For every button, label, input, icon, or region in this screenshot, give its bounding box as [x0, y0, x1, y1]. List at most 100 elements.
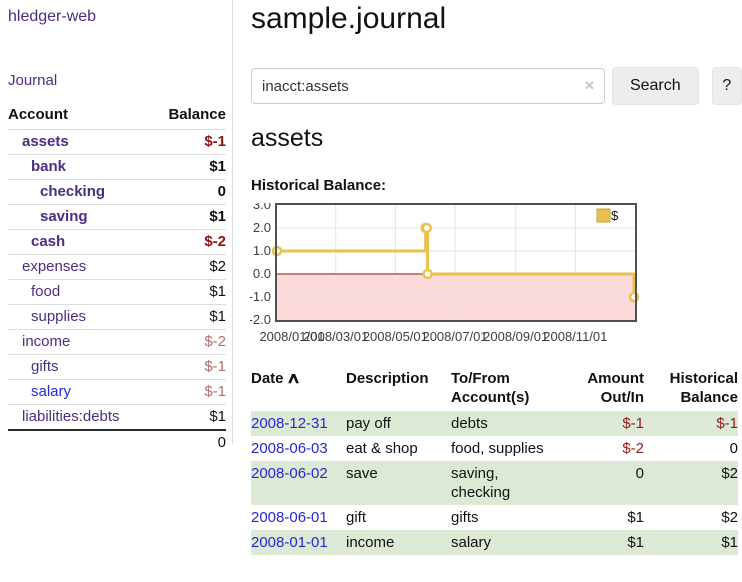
transaction-accounts: food, supplies	[451, 440, 544, 457]
account-row-expenses: expenses $2	[8, 254, 226, 280]
transaction-accounts: salary	[451, 534, 492, 551]
search-input-wrap: ✕	[251, 68, 605, 104]
account-link-assets[interactable]: assets	[22, 133, 69, 150]
account-link-expenses[interactable]: expenses	[22, 258, 87, 275]
transaction-date-link[interactable]: 2008-12-31	[251, 415, 328, 432]
register-row: 2008-01-01 income salary $1 $1	[251, 530, 738, 555]
accounts-header-row: Account Balance	[8, 104, 226, 130]
register-header-balance: Historical Balance	[669, 370, 738, 406]
svg-text:3.0: 3.0	[253, 203, 271, 212]
sidebar-item-journal[interactable]: Journal	[8, 72, 58, 89]
account-row-liabilities-debts: liabilities:debts $1	[8, 404, 226, 430]
transaction-date-link[interactable]: 2008-06-01	[251, 509, 328, 526]
account-row-gifts: gifts $-1	[8, 354, 226, 380]
transaction-amount: $1	[627, 509, 644, 526]
transaction-accounts: gifts	[451, 509, 479, 526]
account-row-cash: cash $-2	[8, 229, 226, 255]
svg-text:2.0: 2.0	[253, 220, 271, 235]
account-balance: 0	[151, 179, 226, 205]
transaction-description: income	[346, 534, 395, 551]
account-link-liabilities-debts[interactable]: liabilities:debts	[22, 408, 120, 425]
transaction-balance: $-1	[716, 415, 738, 432]
svg-text:1.0: 1.0	[253, 243, 271, 258]
transaction-description: save	[346, 465, 378, 482]
svg-text:2008/11/01: 2008/11/01	[543, 329, 607, 344]
account-balance: $1	[151, 279, 226, 305]
transaction-balance: $2	[721, 509, 738, 526]
account-link-gifts[interactable]: gifts	[31, 358, 59, 375]
hledger-web-page: hledger-web Journal Account Balance asse…	[0, 0, 742, 555]
svg-text:2008/01/01: 2008/01/01	[259, 329, 324, 344]
svg-text:2008/09/01: 2008/09/01	[483, 329, 548, 344]
svg-text:-2.0: -2.0	[250, 312, 271, 327]
transaction-balance: $1	[721, 534, 738, 551]
register-header-accounts: To/From Account(s)	[451, 370, 530, 406]
transaction-description: pay off	[346, 415, 391, 432]
transaction-description: gift	[346, 509, 367, 526]
account-row-supplies: supplies $1	[8, 304, 226, 330]
accounts-tree-table: Account Balance assets $-1 bank $1 check…	[8, 104, 226, 455]
register-row: 2008-06-01 gift gifts $1 $2	[251, 505, 738, 530]
account-row-bank: bank $1	[8, 154, 226, 180]
account-link-salary[interactable]: salary	[31, 383, 72, 400]
account-heading: assets	[251, 124, 324, 152]
search-input[interactable]	[251, 68, 605, 104]
account-balance: $-2	[151, 229, 226, 255]
account-row-checking: checking 0	[8, 179, 226, 205]
register-row: 2008-06-03 eat & shop food, supplies $-2…	[251, 436, 738, 461]
accounts-header-balance: Balance	[168, 106, 226, 123]
transaction-accounts: saving, checking	[451, 465, 511, 501]
transaction-description: eat & shop	[346, 440, 418, 457]
account-balance: $-1	[151, 129, 226, 155]
svg-text:2008/03/01: 2008/03/01	[303, 329, 368, 344]
chart-title: Historical Balance:	[251, 177, 387, 194]
transaction-date-link[interactable]: 2008-06-03	[251, 440, 328, 457]
search-button[interactable]: Search	[611, 67, 699, 105]
account-row-saving: saving $1	[8, 204, 226, 230]
transaction-amount: $-1	[622, 415, 644, 432]
account-balance: $1	[151, 204, 226, 230]
svg-text:-1.0: -1.0	[250, 289, 271, 304]
transaction-date-link[interactable]: 2008-06-02	[251, 465, 328, 482]
transaction-amount: $-2	[622, 440, 644, 457]
register-row: 2008-12-31 pay off debts $-1 $-1	[251, 411, 738, 436]
account-link-income[interactable]: income	[22, 333, 71, 350]
svg-text:2008/07/01: 2008/07/01	[422, 329, 487, 344]
search-form: ✕ Search ?	[251, 67, 742, 105]
register-header-description: Description	[346, 370, 429, 387]
register-header-date[interactable]: Date ∧	[251, 370, 301, 387]
svg-text:$: $	[611, 208, 619, 223]
account-balance: $1	[151, 304, 226, 330]
transaction-balance: 0	[729, 440, 738, 457]
svg-text:0.0: 0.0	[253, 266, 271, 281]
journal-title: sample.journal	[251, 2, 447, 35]
account-balance: $-1	[151, 379, 226, 405]
account-link-food[interactable]: food	[31, 283, 61, 300]
account-link-bank[interactable]: bank	[31, 158, 67, 175]
transaction-date-link[interactable]: 2008-01-01	[251, 534, 328, 551]
main-content: sample.journal ✕ Search ? assets Histori…	[233, 0, 742, 555]
sidebar: hledger-web Journal Account Balance asse…	[0, 0, 233, 455]
account-link-cash[interactable]: cash	[31, 233, 66, 250]
account-balance: $-1	[151, 354, 226, 380]
accounts-total-balance: 0	[151, 429, 226, 455]
transaction-accounts: debts	[451, 415, 488, 432]
account-row-assets: assets $-1	[8, 129, 226, 155]
account-row-food: food $1	[8, 279, 226, 305]
account-row-salary: salary $-1	[8, 379, 226, 405]
sort-ascending-icon: ∧	[285, 370, 301, 387]
account-balance: $1	[151, 404, 226, 430]
account-balance: $-2	[151, 329, 226, 355]
account-link-saving[interactable]: saving	[40, 208, 88, 225]
accounts-total-row: 0	[8, 429, 226, 455]
help-button[interactable]: ?	[711, 67, 742, 105]
clear-search-icon[interactable]: ✕	[584, 78, 595, 93]
chart-box: $3.0 2.0 1.0 0.0 -1.0 -2.0 2008/01/01 2008/03/0…	[249, 197, 742, 349]
account-link-supplies[interactable]: supplies	[31, 308, 87, 325]
register-table: Date ∧ Description To/From Account(s) Amo…	[251, 367, 738, 555]
app-brand-link[interactable]: hledger-web	[8, 8, 97, 25]
register-header-amount: Amount Out/In	[587, 370, 644, 406]
register-row: 2008-06-02 save saving, checking 0 $2	[251, 461, 738, 505]
account-link-checking[interactable]: checking	[40, 183, 106, 200]
account-balance: $2	[151, 254, 226, 280]
